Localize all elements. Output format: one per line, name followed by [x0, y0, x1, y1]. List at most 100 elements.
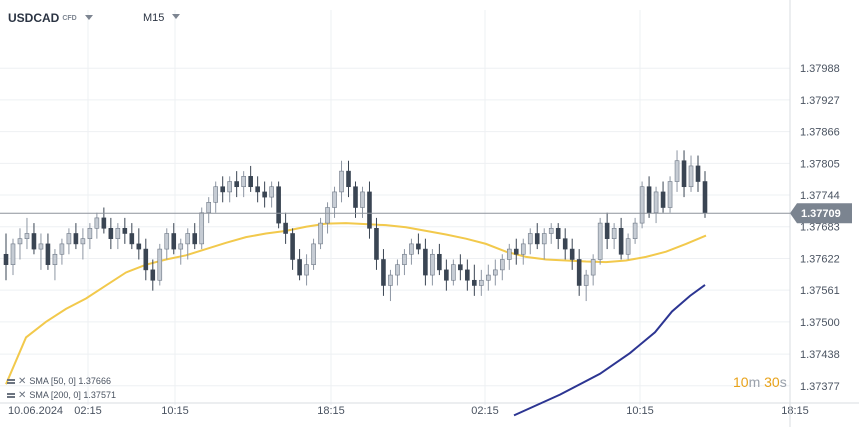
candle-body [80, 238, 86, 245]
candle-body [611, 227, 617, 239]
candle-body [206, 202, 212, 214]
candle-body [597, 222, 603, 260]
candle-body [241, 176, 246, 188]
candle-body [227, 181, 232, 193]
symbol-dropdown-icon[interactable] [84, 15, 93, 20]
candle-body [129, 233, 135, 245]
candle-body [618, 227, 624, 255]
candle-body [576, 259, 582, 286]
symbol-selector[interactable]: USDCAD CFD [8, 11, 93, 25]
y-tick-label: 1.37377 [800, 381, 840, 393]
candle-body [10, 243, 16, 265]
candle-body [472, 279, 477, 286]
sma200-line [513, 284, 706, 417]
candle-body [185, 233, 191, 245]
candle-body [534, 233, 540, 245]
timeframe-label: M15 [143, 12, 165, 24]
candle-body [290, 233, 295, 260]
candle-body [527, 233, 533, 245]
candle-body [402, 253, 407, 265]
candle-body [604, 222, 610, 239]
countdown-minutes-unit: m [748, 374, 761, 390]
candle-body [590, 259, 596, 276]
legend-item-sma50: ✕ SMA [50, 0] 1.37666 [7, 376, 111, 386]
candle-body [653, 191, 659, 214]
candle-body [101, 217, 107, 229]
close-icon[interactable]: ✕ [18, 389, 27, 401]
candle-body [24, 233, 30, 239]
candle-body [465, 269, 470, 281]
x-tick-label: 10:15 [161, 405, 189, 417]
candle-body [437, 253, 442, 271]
candle-body [143, 248, 149, 271]
countdown-seconds-unit: s [779, 374, 787, 390]
candle-body [513, 248, 519, 255]
candle-body [73, 233, 79, 245]
candle-body [59, 243, 65, 255]
candle-body [360, 191, 365, 208]
candle-body [416, 243, 421, 250]
current-price-badge [790, 203, 852, 224]
settings-lines-icon[interactable] [7, 392, 15, 399]
candle-body [339, 170, 344, 193]
candle-body [150, 269, 156, 281]
y-tick-label: 1.37438 [800, 349, 840, 361]
candle-body [220, 186, 225, 193]
y-tick-label: 1.37500 [800, 317, 840, 329]
candle-body [430, 253, 435, 276]
candle-body [444, 269, 449, 281]
candle-body [702, 181, 708, 214]
sma50-label: SMA [50, 0] 1.37666 [29, 376, 111, 386]
candle-body [674, 160, 680, 182]
candle-body [234, 181, 239, 188]
candle-body [94, 217, 100, 229]
candle-body [199, 212, 205, 245]
candle-body [52, 253, 58, 265]
candle-body [178, 243, 184, 250]
candle-body [639, 186, 645, 224]
candle-body [367, 191, 372, 229]
candle-body [451, 264, 456, 281]
candle-body [283, 222, 288, 234]
candle-body [499, 259, 505, 271]
candle-body [548, 227, 554, 234]
candle-body [164, 233, 170, 250]
countdown-minutes: 10 [733, 374, 749, 390]
settings-lines-icon[interactable] [7, 378, 15, 385]
x-tick-label: 10:15 [626, 405, 654, 417]
candle-body [381, 259, 386, 286]
timeframe-dropdown-icon[interactable] [172, 14, 181, 19]
y-tick-label: 1.37866 [800, 127, 840, 139]
candle-body [632, 222, 638, 239]
candle-body [115, 227, 121, 239]
x-tick-label: 18:15 [317, 405, 345, 417]
candle-body [479, 279, 484, 286]
candle-body [695, 165, 701, 182]
candle-body [562, 238, 568, 250]
y-tick-label: 1.37561 [800, 285, 840, 297]
candle-body [87, 227, 93, 239]
candle-body [318, 222, 323, 245]
y-tick-label: 1.37622 [800, 253, 840, 265]
candle-body [395, 264, 400, 276]
candle-body [269, 186, 274, 198]
chart-toolbar: USDCAD CFD M15 [0, 0, 790, 36]
candle-body [423, 248, 428, 276]
candle-body [31, 233, 37, 250]
candle-body [157, 248, 163, 281]
x-tick-label: 10.06.2024 [8, 405, 63, 417]
candle-body [297, 259, 302, 276]
candle-body [108, 227, 114, 239]
close-icon[interactable]: ✕ [18, 375, 27, 387]
candle-body [325, 207, 330, 224]
candle-body [255, 186, 260, 193]
timeframe-selector[interactable]: M15 [143, 12, 181, 24]
candle-body [583, 274, 589, 286]
candle-body [262, 191, 267, 198]
candle-body [45, 243, 51, 265]
candle-countdown: 10m 30s [733, 374, 787, 390]
candle-body [171, 233, 177, 250]
y-tick-label: 1.37988 [800, 63, 840, 75]
candle-body [555, 227, 561, 239]
